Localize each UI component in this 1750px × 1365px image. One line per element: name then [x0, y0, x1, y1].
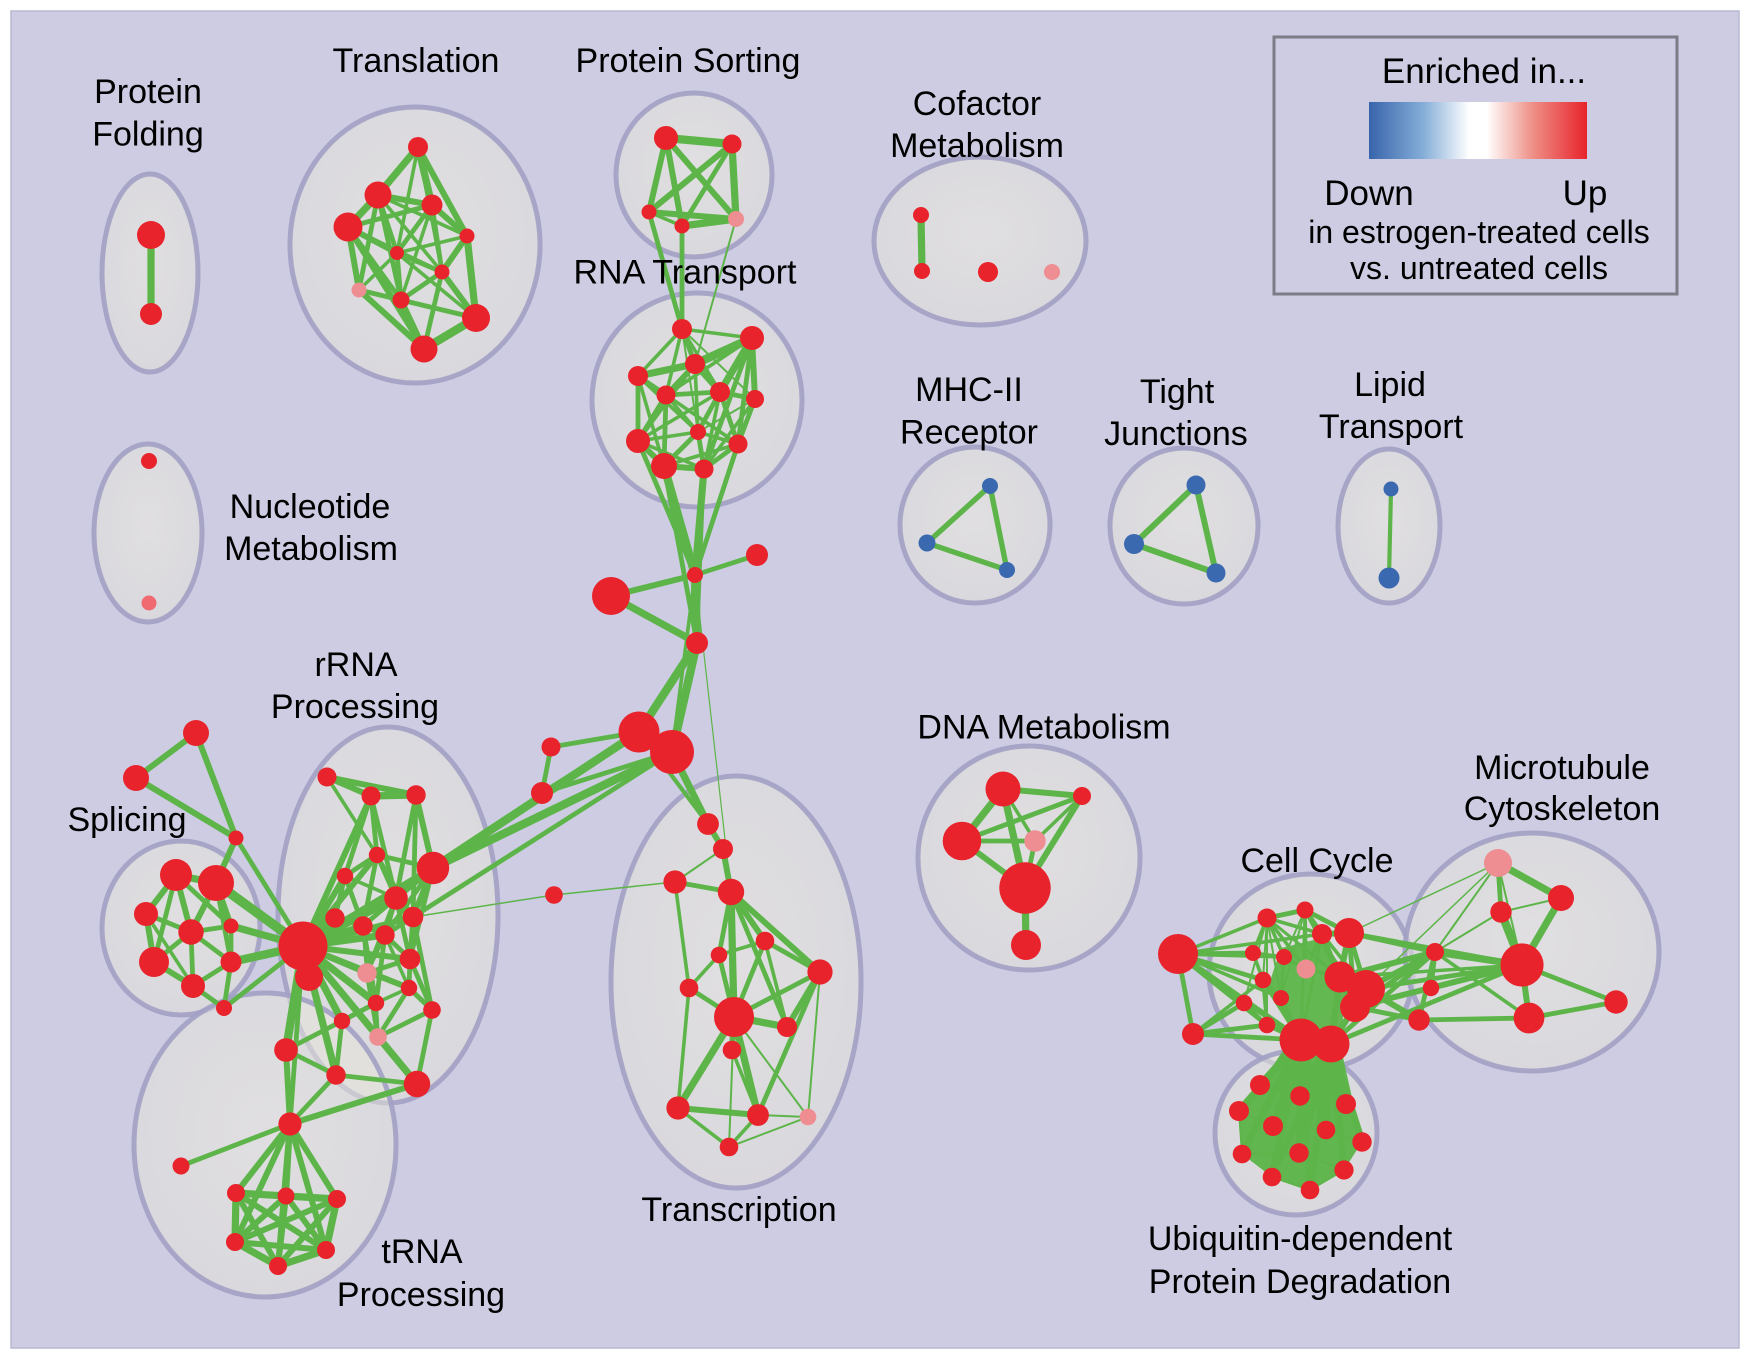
svg-text:RNA Transport: RNA Transport [574, 254, 798, 292]
svg-text:Metabolism: Metabolism [890, 127, 1064, 165]
svg-text:Junctions: Junctions [1104, 415, 1248, 453]
svg-text:Translation: Translation [333, 42, 500, 80]
svg-text:Protein Degradation: Protein Degradation [1149, 1263, 1451, 1301]
svg-text:tRNA: tRNA [381, 1233, 463, 1271]
svg-text:in estrogen-treated cells: in estrogen-treated cells [1308, 214, 1650, 250]
svg-text:Down: Down [1324, 174, 1413, 213]
svg-text:Lipid: Lipid [1354, 366, 1426, 404]
svg-text:Splicing: Splicing [67, 801, 186, 839]
svg-text:Protein Sorting: Protein Sorting [576, 42, 801, 80]
svg-text:Ubiquitin-dependent: Ubiquitin-dependent [1148, 1220, 1453, 1258]
svg-text:Tight: Tight [1140, 373, 1215, 411]
svg-text:Transcription: Transcription [641, 1191, 836, 1229]
svg-text:Cofactor: Cofactor [913, 85, 1042, 123]
svg-text:Cytoskeleton: Cytoskeleton [1464, 790, 1661, 828]
svg-text:Microtubule: Microtubule [1474, 749, 1650, 787]
svg-text:Enriched in...: Enriched in... [1382, 52, 1586, 91]
svg-text:Cell Cycle: Cell Cycle [1240, 842, 1393, 880]
svg-text:Folding: Folding [92, 116, 204, 154]
svg-text:MHC-II: MHC-II [915, 371, 1023, 409]
svg-text:Up: Up [1563, 174, 1608, 213]
svg-text:Nucleotide: Nucleotide [230, 488, 391, 526]
svg-text:DNA Metabolism: DNA Metabolism [917, 709, 1170, 747]
svg-text:Protein: Protein [94, 73, 202, 111]
svg-text:Transport: Transport [1319, 408, 1464, 446]
svg-text:rRNA: rRNA [314, 646, 397, 684]
svg-text:vs. untreated cells: vs. untreated cells [1350, 250, 1608, 286]
svg-text:Receptor: Receptor [900, 414, 1038, 452]
svg-text:Metabolism: Metabolism [224, 530, 398, 568]
svg-text:Processing: Processing [337, 1276, 505, 1314]
svg-text:Processing: Processing [271, 688, 439, 726]
